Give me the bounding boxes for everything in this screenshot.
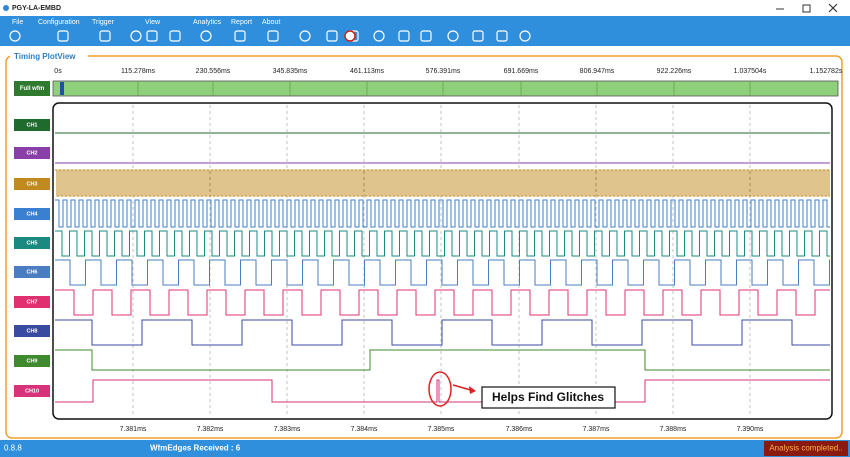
overview-tick-label: 115.278ms — [121, 68, 156, 75]
annotation-text: Helps Find Glitches — [492, 390, 604, 404]
time-tick-label: 7.385ms — [428, 426, 455, 433]
toolbar-icon[interactable] — [447, 30, 459, 42]
status-state-box — [764, 441, 848, 456]
menu-item[interactable]: View — [145, 19, 161, 26]
channel-label-box[interactable] — [14, 237, 50, 249]
time-tick-label: 7.382ms — [197, 426, 224, 433]
toolbar-icon[interactable] — [9, 30, 21, 42]
overview-tick-label: 806.947ms — [580, 68, 615, 75]
status-bar — [0, 440, 850, 457]
channel-label-box[interactable] — [14, 355, 50, 367]
time-tick-label: 7.381ms — [120, 426, 147, 433]
channel-label-box[interactable] — [14, 385, 50, 397]
channel-label-box[interactable] — [14, 178, 50, 190]
maximize-button[interactable] — [802, 4, 811, 13]
annotation-box — [481, 386, 616, 409]
status-edges: WfmEdges Received : 6 — [150, 444, 241, 453]
window-title: PGY-LA-EMBD — [12, 5, 61, 12]
overview-label: Full wfm — [20, 86, 44, 92]
toolbar-icon[interactable] — [420, 30, 432, 42]
overview-tick-label: 1.037504s — [734, 68, 767, 75]
channel-label-box[interactable] — [14, 296, 50, 308]
overview-tick-label: 1.152782s — [810, 68, 843, 75]
toolbar-icon[interactable] — [496, 30, 508, 42]
channel-label-box[interactable] — [14, 119, 50, 131]
channel-waveform — [55, 289, 830, 316]
channel-label-box[interactable] — [14, 147, 50, 159]
time-tick-label: 7.383ms — [274, 426, 301, 433]
channel-label: CH6 — [26, 269, 37, 275]
toolbar-icon[interactable] — [169, 30, 181, 42]
channel-waveform — [55, 259, 830, 286]
channel-label: CH3 — [26, 181, 37, 187]
app-icon — [3, 5, 9, 11]
toolbar-icon[interactable] — [398, 30, 410, 42]
toolbar-icon[interactable] — [472, 30, 484, 42]
channel-waveform — [55, 349, 830, 371]
toolbar-icon[interactable] — [326, 30, 338, 42]
channel-label-box[interactable] — [14, 266, 50, 278]
toolbar-icon[interactable] — [234, 30, 246, 42]
time-tick-label: 7.386ms — [506, 426, 533, 433]
time-tick-label: 7.388ms — [660, 426, 687, 433]
title-bar — [0, 0, 850, 16]
waveforms — [55, 105, 830, 417]
time-tick-label: 7.387ms — [583, 426, 610, 433]
time-tick-label: 7.384ms — [351, 426, 378, 433]
toolbar-icon[interactable] — [373, 30, 385, 42]
channel-waveform — [55, 199, 830, 228]
menu-item[interactable]: Analytics — [193, 19, 222, 26]
menu-item[interactable]: Trigger — [92, 19, 115, 26]
channel-label: CH2 — [26, 150, 37, 156]
status-state: Analysis completed.. — [769, 444, 842, 453]
channel-waveform — [55, 379, 830, 403]
overview-tick-label: 0s — [54, 68, 62, 75]
toolbar-icon[interactable] — [299, 30, 311, 42]
channel-waveform — [55, 230, 830, 257]
channel-label: CH4 — [26, 211, 38, 217]
toolbar-icons — [9, 30, 531, 42]
close-button[interactable] — [828, 3, 838, 13]
annotation-arrowhead — [469, 386, 476, 394]
overview-tick-label: 345.835ms — [273, 68, 308, 75]
overview-cursor[interactable] — [60, 82, 64, 95]
toolbar-icon[interactable] — [519, 30, 531, 42]
channel-waveform — [55, 169, 830, 197]
glitch-highlight — [428, 371, 452, 407]
toolbar-icon[interactable] — [57, 30, 69, 42]
toolbar-icon[interactable] — [267, 30, 279, 42]
menu-item[interactable]: About — [262, 19, 280, 26]
channel-label-box[interactable] — [14, 208, 50, 220]
channel-label: CH1 — [26, 122, 37, 128]
overview-label-box — [14, 81, 50, 96]
menu-item[interactable]: Configuration — [38, 19, 80, 26]
toolbar-icon[interactable] — [130, 30, 142, 42]
toolbar-icon[interactable] — [99, 30, 111, 42]
channel-label-box[interactable] — [14, 325, 50, 337]
channel-label: CH5 — [26, 240, 37, 246]
channel-label: CH8 — [26, 328, 37, 334]
channel-label: CH10 — [25, 388, 39, 394]
toolbar-icon[interactable] — [344, 30, 356, 42]
overview-tick-label: 461.113ms — [350, 68, 385, 75]
toolbar-icon[interactable] — [200, 30, 212, 42]
channel-label: CH7 — [26, 299, 37, 305]
time-tick-label: 7.390ms — [737, 426, 764, 433]
overview-tick-label: 691.669ms — [504, 68, 539, 75]
status-version: 0.8.8 — [4, 444, 22, 453]
channel-label: CH9 — [26, 358, 37, 364]
panel-title: Timing PlotView — [14, 52, 76, 61]
menu-item[interactable]: File — [12, 19, 23, 26]
toolbar-icon[interactable] — [146, 30, 158, 42]
menu-item[interactable]: Report — [231, 19, 252, 26]
overview-tick-label: 922.226ms — [657, 68, 692, 75]
overview-tick-label: 576.391ms — [426, 68, 461, 75]
channel-waveform — [55, 319, 830, 346]
overview-bar[interactable] — [52, 80, 839, 97]
panel-title-bg — [10, 51, 88, 61]
overview-tick-label: 230.556ms — [196, 68, 231, 75]
